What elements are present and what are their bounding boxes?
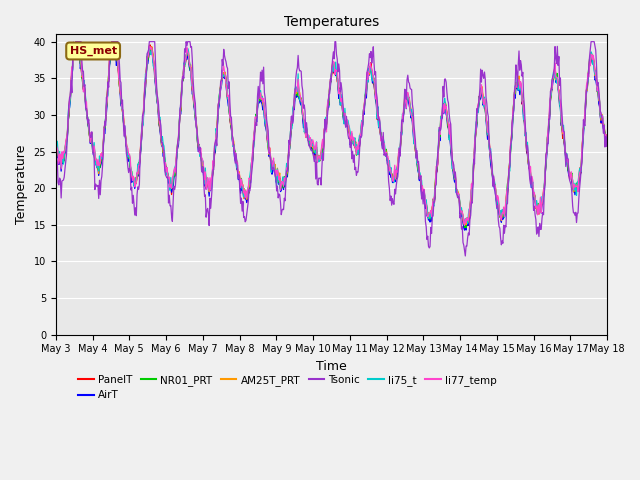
AM25T_PRT xyxy=(604,133,611,139)
AirT xyxy=(109,40,117,46)
AirT xyxy=(461,227,468,233)
AM25T_PRT xyxy=(415,173,423,179)
Line: Tsonic: Tsonic xyxy=(56,42,607,256)
NR01_PRT xyxy=(62,141,70,146)
li77_temp xyxy=(120,109,127,115)
Y-axis label: Temperature: Temperature xyxy=(15,145,28,224)
PanelT xyxy=(205,181,212,187)
NR01_PRT xyxy=(52,135,60,141)
AM25T_PRT xyxy=(205,184,212,190)
li75_t xyxy=(62,141,70,147)
Tsonic xyxy=(52,139,60,144)
PanelT xyxy=(62,145,70,151)
Line: AirT: AirT xyxy=(56,43,607,230)
li75_t xyxy=(415,169,423,175)
AirT xyxy=(52,142,60,147)
NR01_PRT xyxy=(462,225,470,230)
NR01_PRT xyxy=(120,118,127,124)
Tsonic xyxy=(120,118,127,123)
AM25T_PRT xyxy=(72,39,79,45)
Line: AM25T_PRT: AM25T_PRT xyxy=(56,42,607,225)
Legend: PanelT, AirT, NR01_PRT, AM25T_PRT, Tsonic, li75_t, li77_temp: PanelT, AirT, NR01_PRT, AM25T_PRT, Tsoni… xyxy=(74,371,501,405)
Title: Temperatures: Temperatures xyxy=(284,15,379,29)
li77_temp xyxy=(399,109,407,115)
PanelT xyxy=(462,227,470,232)
PanelT xyxy=(74,39,81,45)
AirT xyxy=(120,117,127,122)
li77_temp xyxy=(604,133,611,139)
Tsonic xyxy=(461,253,469,259)
AM25T_PRT xyxy=(62,143,70,149)
Line: NR01_PRT: NR01_PRT xyxy=(56,42,607,228)
AM25T_PRT xyxy=(399,113,407,119)
Tsonic xyxy=(399,119,407,124)
li75_t xyxy=(399,113,407,119)
li77_temp xyxy=(62,139,70,144)
AM25T_PRT xyxy=(52,138,60,144)
li75_t xyxy=(604,133,611,139)
Line: PanelT: PanelT xyxy=(56,42,607,229)
AM25T_PRT xyxy=(120,111,127,117)
NR01_PRT xyxy=(604,135,611,141)
Tsonic xyxy=(175,124,183,130)
li77_temp xyxy=(415,170,423,176)
NR01_PRT xyxy=(415,174,423,180)
li75_t xyxy=(74,39,81,45)
PanelT xyxy=(52,136,60,142)
Tsonic xyxy=(62,159,70,165)
li77_temp xyxy=(52,137,60,143)
li75_t xyxy=(464,221,472,227)
Tsonic xyxy=(415,175,423,181)
NR01_PRT xyxy=(205,184,212,190)
li77_temp xyxy=(175,122,183,128)
Line: li77_temp: li77_temp xyxy=(56,42,607,225)
PanelT xyxy=(399,115,407,120)
AM25T_PRT xyxy=(175,120,183,126)
li77_temp xyxy=(72,39,79,45)
li75_t xyxy=(120,115,127,120)
li77_temp xyxy=(461,222,468,228)
li75_t xyxy=(205,180,212,186)
li75_t xyxy=(52,136,60,142)
X-axis label: Time: Time xyxy=(316,360,347,373)
AirT xyxy=(399,115,407,121)
PanelT xyxy=(415,176,423,182)
NR01_PRT xyxy=(74,39,81,45)
PanelT xyxy=(120,113,127,119)
AM25T_PRT xyxy=(462,222,470,228)
Line: li75_t: li75_t xyxy=(56,42,607,224)
AirT xyxy=(205,186,212,192)
AirT xyxy=(62,149,70,155)
NR01_PRT xyxy=(399,112,407,118)
Text: HS_met: HS_met xyxy=(70,46,116,56)
Tsonic xyxy=(205,211,212,216)
AirT xyxy=(175,123,183,129)
Tsonic xyxy=(604,132,611,138)
AirT xyxy=(415,178,423,183)
NR01_PRT xyxy=(175,122,183,128)
AirT xyxy=(604,135,611,141)
li75_t xyxy=(175,119,183,125)
PanelT xyxy=(604,133,611,139)
Tsonic xyxy=(72,39,79,45)
PanelT xyxy=(175,124,183,130)
li77_temp xyxy=(205,179,212,185)
